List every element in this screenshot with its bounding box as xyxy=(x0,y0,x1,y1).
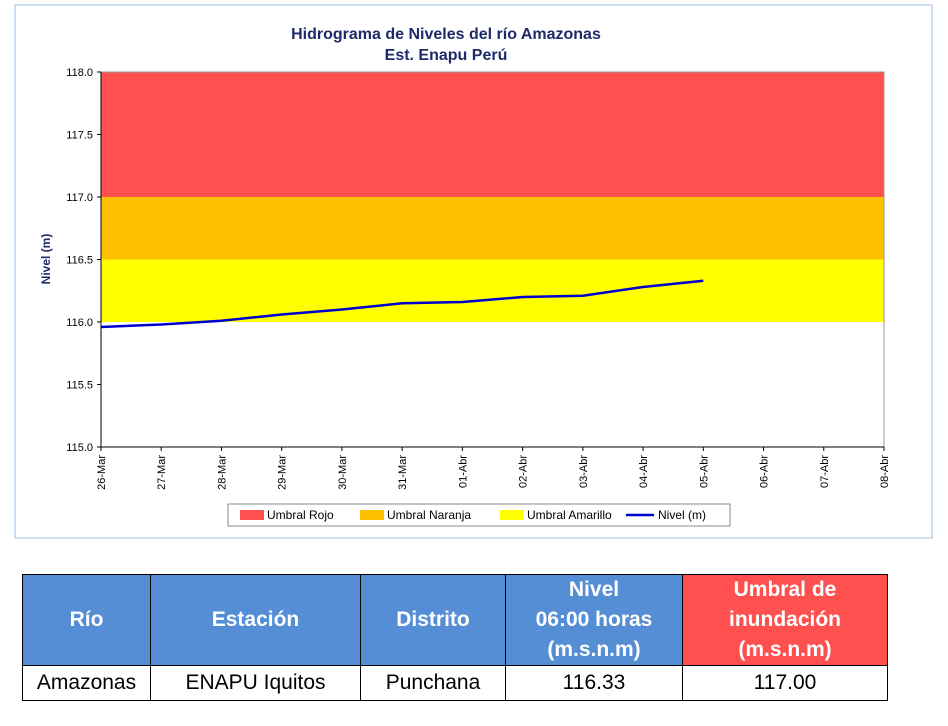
x-tick-label: 30-Mar xyxy=(337,455,349,490)
x-tick-label: 07-Abr xyxy=(819,455,831,488)
x-tick-label: 02-Abr xyxy=(518,455,530,488)
x-tick-label: 06-Abr xyxy=(759,455,771,488)
x-tick-label: 28-Mar xyxy=(216,455,228,490)
y-tick-label: 116.5 xyxy=(66,255,93,267)
cell: 116.33 xyxy=(505,665,683,701)
chart: Hidrograma de Niveles del río Amazonas E… xyxy=(14,4,933,539)
header-cell: Distrito xyxy=(360,574,506,666)
x-tick-label: 29-Mar xyxy=(277,455,289,490)
header-text: Río xyxy=(69,608,104,631)
cell: Amazonas xyxy=(22,665,151,701)
legend-swatch xyxy=(360,510,384,520)
header-text: Nivel xyxy=(568,578,620,601)
legend-label: Nivel (m) xyxy=(658,508,706,522)
header-text: Umbral de xyxy=(733,578,837,601)
x-tick-label: 08-Abr xyxy=(879,455,891,488)
x-tick-label: 05-Abr xyxy=(698,455,710,488)
header-text: (m.s.n.m) xyxy=(738,638,832,661)
y-tick-label: 116.0 xyxy=(66,317,93,329)
threshold-band xyxy=(101,72,884,197)
y-tick-label: 117.0 xyxy=(66,192,93,204)
legend-swatch xyxy=(240,510,264,520)
header-cell: Río xyxy=(22,574,151,666)
chart-subtitle: Est. Enapu Perú xyxy=(385,47,508,64)
y-tick-label: 115.5 xyxy=(66,380,93,392)
x-tick-label: 01-Abr xyxy=(457,455,469,488)
header-text: inundación xyxy=(729,608,841,631)
y-axis-label: Nivel (m) xyxy=(39,234,53,285)
x-tick-label: 04-Abr xyxy=(638,455,650,488)
cell: ENAPU Iquitos xyxy=(150,665,361,701)
header-cell: Estación xyxy=(150,574,361,666)
legend-label: Umbral Amarillo xyxy=(527,508,612,522)
y-tick-label: 117.5 xyxy=(66,130,93,142)
chart-title: Hidrograma de Niveles del río Amazonas xyxy=(291,26,601,43)
header-text: (m.s.n.m) xyxy=(547,638,641,661)
data-table: Río Estación Distrito Nivel 06:00 horas (m.s.… xyxy=(22,574,888,701)
header-text: Distrito xyxy=(396,608,470,631)
x-tick-label: 26-Mar xyxy=(96,455,108,490)
y-tick-label: 115.0 xyxy=(66,442,93,454)
legend-label: Umbral Rojo xyxy=(267,508,334,522)
threshold-band xyxy=(101,197,884,260)
threshold-band xyxy=(101,259,884,322)
header-text: Estación xyxy=(211,608,300,631)
legend-label: Umbral Naranja xyxy=(387,508,471,522)
level-line xyxy=(100,279,704,329)
cell: Punchana xyxy=(360,665,506,701)
cell: 117.00 xyxy=(682,665,888,701)
x-tick-label: 27-Mar xyxy=(156,455,168,490)
x-tick-label: 31-Mar xyxy=(397,455,409,490)
y-tick-label: 118.0 xyxy=(66,67,93,79)
x-tick-label: 03-Abr xyxy=(578,455,590,488)
legend-box xyxy=(227,503,731,527)
header-text: 06:00 horas xyxy=(535,608,653,631)
header-cell: Nivel 06:00 horas (m.s.n.m) xyxy=(505,574,683,666)
legend-swatch xyxy=(500,510,524,520)
header-cell: Umbral de inundación (m.s.n.m) xyxy=(682,574,888,666)
